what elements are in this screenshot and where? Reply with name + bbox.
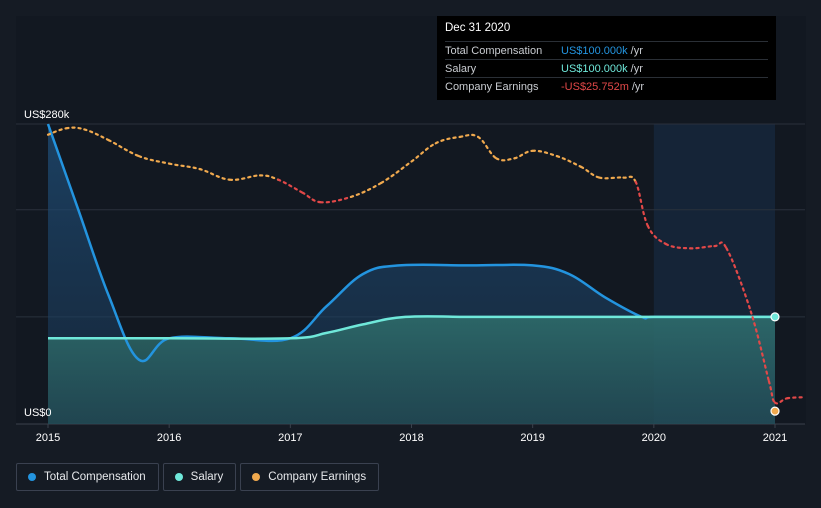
company-earnings-line-segment bbox=[228, 174, 262, 181]
tooltip-unit: /yr bbox=[630, 62, 643, 75]
tooltip-row-company-earnings: Company Earnings -US$25.752m /yr bbox=[445, 77, 768, 95]
company-earnings-line-segment bbox=[580, 165, 601, 179]
x-tick-label: 2018 bbox=[399, 432, 423, 444]
company-earnings-line-segment bbox=[46, 127, 68, 136]
company-earnings-line-segment bbox=[349, 181, 383, 198]
x-tick-label: 2021 bbox=[763, 432, 787, 444]
company-earnings-line-segment bbox=[495, 157, 516, 162]
legend-item-salary[interactable]: Salary bbox=[162, 463, 237, 491]
x-tick-label: 2017 bbox=[278, 432, 302, 444]
legend-label: Company Earnings bbox=[268, 471, 367, 483]
legend-dot-icon bbox=[174, 473, 183, 481]
tooltip-label: Salary bbox=[445, 62, 477, 75]
legend-label: Total Compensation bbox=[44, 471, 146, 483]
company-earnings-marker bbox=[770, 406, 780, 416]
company-earnings-line-segment bbox=[277, 178, 304, 194]
company-earnings-line-segment bbox=[555, 155, 583, 168]
company-earnings-line-segment bbox=[531, 149, 558, 158]
company-earnings-line-segment bbox=[749, 310, 770, 383]
company-earnings-line-segment bbox=[83, 128, 110, 142]
tooltip: Dec 31 2020 Total Compensation US$100.00… bbox=[437, 16, 776, 100]
company-earnings-line-segment bbox=[107, 139, 140, 158]
company-earnings-line-segment bbox=[410, 142, 437, 163]
tooltip-row-total-compensation: Total Compensation US$100.000k /yr bbox=[445, 41, 768, 59]
company-earnings-line-segment bbox=[664, 242, 692, 250]
company-earnings-line-segment bbox=[646, 224, 667, 246]
tooltip-value: US$100.000k bbox=[561, 62, 628, 75]
tooltip-value: -US$25.752m bbox=[561, 80, 629, 93]
x-tick-label: 2016 bbox=[157, 432, 181, 444]
company-earnings-line-segment bbox=[458, 133, 480, 138]
company-earnings-line-segment bbox=[773, 397, 789, 405]
company-earnings-line-segment bbox=[689, 245, 716, 250]
company-earnings-line-segment bbox=[168, 162, 201, 171]
legend-item-company-earnings[interactable]: Company Earnings bbox=[240, 463, 380, 491]
company-earnings-line-segment bbox=[301, 191, 322, 204]
tooltip-value: US$100.000k bbox=[561, 44, 628, 57]
company-earnings-line-segment bbox=[198, 167, 231, 181]
x-tick-label: 2015 bbox=[36, 432, 60, 444]
company-earnings-line-segment bbox=[513, 149, 534, 160]
tooltip-row-salary: Salary US$100.000k /yr bbox=[445, 59, 768, 77]
salary-line bbox=[48, 315, 775, 340]
y-axis-label-top: US$280k bbox=[24, 109, 70, 121]
company-earnings-line-segment bbox=[65, 126, 86, 131]
tooltip-label: Total Compensation bbox=[445, 44, 543, 57]
salary-area bbox=[48, 316, 775, 424]
tooltip-unit: /yr bbox=[630, 44, 643, 57]
y-axis-label-bottom: US$0 bbox=[24, 407, 52, 419]
company-earnings-line-segment bbox=[137, 155, 171, 165]
legend-dot-icon bbox=[252, 473, 261, 481]
tooltip-label: Company Earnings bbox=[445, 80, 539, 93]
salary-marker bbox=[770, 312, 780, 322]
tooltip-unit: /yr bbox=[631, 80, 645, 93]
legend-label: Salary bbox=[190, 471, 224, 483]
x-tick-label: 2020 bbox=[642, 432, 666, 444]
company-earnings-line-segment bbox=[634, 180, 649, 227]
company-earnings-line-segment bbox=[598, 176, 625, 180]
legend-item-total-compensation[interactable]: Total Compensation bbox=[16, 463, 159, 491]
company-earnings-line-segment bbox=[622, 175, 637, 183]
company-earnings-line-segment bbox=[477, 135, 498, 160]
x-tick-label: 2019 bbox=[520, 432, 544, 444]
legend: Total Compensation Salary Company Earnin… bbox=[16, 463, 380, 491]
tooltip-date: Dec 31 2020 bbox=[445, 22, 511, 34]
company-earnings-line-segment bbox=[380, 160, 413, 184]
company-earnings-line-segment bbox=[258, 174, 280, 181]
company-earnings-line-segment bbox=[434, 135, 462, 145]
company-earnings-line-segment bbox=[786, 396, 807, 400]
company-earnings-line-segment bbox=[319, 195, 352, 204]
legend-dot-icon bbox=[28, 473, 36, 481]
company-earnings-line-segment bbox=[713, 241, 728, 250]
